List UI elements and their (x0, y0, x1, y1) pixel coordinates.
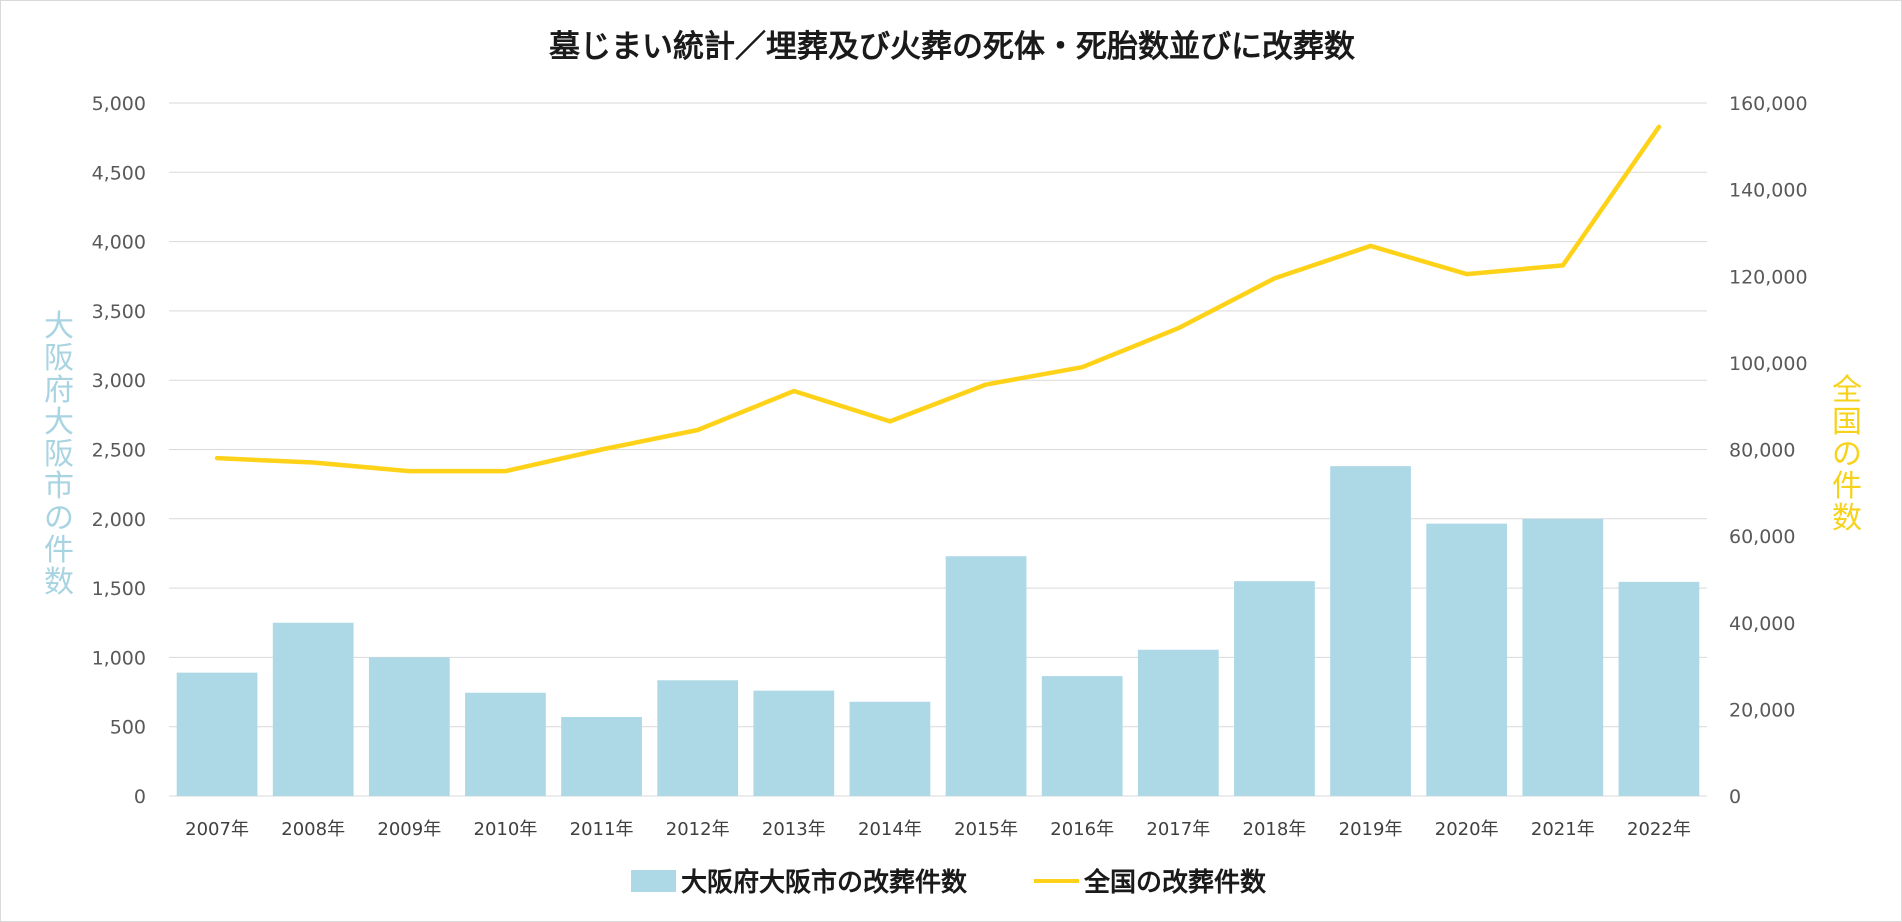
legend: 大阪府大阪市の改葬件数 全国の改葬件数 (631, 867, 1267, 898)
chart-title: 墓じまい統計／埋葬及び火葬の死体・死胎数並びに改葬数 (548, 29, 1355, 65)
right-tick-label: 100,000 (1729, 353, 1808, 375)
left-tick-label: 4,500 (92, 162, 146, 184)
bar (1234, 581, 1315, 796)
x-tick-label: 2017年 (1146, 819, 1210, 840)
x-tick-label: 2011年 (570, 819, 634, 840)
x-tick-label: 2010年 (474, 819, 538, 840)
right-axis-title-char: の (1832, 437, 1862, 472)
line-path (214, 124, 1662, 474)
right-axis-title-char: 数 (1832, 501, 1862, 536)
left-tick-label: 2,000 (92, 509, 146, 531)
left-tick-label: 4,000 (92, 232, 146, 254)
right-tick-label: 160,000 (1729, 93, 1808, 115)
bar (1041, 676, 1123, 796)
bar (368, 657, 450, 796)
legend-bar-swatch (631, 870, 676, 892)
x-tick-label: 2013年 (762, 819, 826, 840)
bar (753, 690, 835, 796)
left-tick-label: 0 (134, 786, 146, 808)
bar (945, 556, 1027, 796)
legend-line-label: 全国の改葬件数 (1083, 867, 1267, 898)
right-tick-label: 120,000 (1729, 266, 1808, 288)
x-tick-label: 2019年 (1339, 819, 1403, 840)
left-axis-title-char: 件 (44, 533, 74, 568)
right-tick-label: 80,000 (1729, 440, 1795, 462)
x-axis-ticks: 2007年 2008年 2009年 2010年 2011年 2012年 2013年 2014年… (185, 819, 1691, 840)
bar (561, 716, 642, 796)
right-axis-title-char: 国 (1832, 405, 1862, 440)
left-tick-label: 500 (110, 717, 146, 739)
right-tick-label: 20,000 (1729, 699, 1795, 721)
bar (1137, 649, 1219, 796)
x-tick-label: 2015年 (954, 819, 1018, 840)
bar (1618, 581, 1700, 796)
legend-bar-label: 大阪府大阪市の改葬件数 (681, 867, 968, 898)
left-axis-title-char: 阪 (44, 341, 74, 376)
left-axis-title-char: 府 (44, 373, 74, 408)
left-axis-title-char: の (44, 501, 74, 536)
left-axis-title-char: 大 (44, 309, 74, 344)
x-tick-label: 2018年 (1243, 819, 1307, 840)
right-tick-label: 140,000 (1729, 180, 1808, 202)
x-tick-label: 2016年 (1050, 819, 1114, 840)
left-tick-label: 5,000 (92, 93, 146, 115)
right-axis-title-char: 件 (1832, 469, 1862, 504)
bar (272, 622, 354, 796)
bar (1522, 518, 1604, 796)
x-tick-label: 2020年 (1435, 819, 1499, 840)
left-axis-ticks: 0 500 1,000 1,500 2,000 2,500 3,000 3,500 4,000 4… (92, 93, 146, 808)
right-tick-label: 0 (1729, 786, 1741, 808)
left-tick-label: 3,500 (92, 301, 146, 323)
left-axis-title-char: 数 (44, 565, 74, 600)
line-series (214, 124, 1662, 474)
bar (465, 692, 546, 796)
bar (657, 680, 739, 796)
left-tick-label: 1,000 (92, 647, 146, 669)
x-tick-label: 2022年 (1627, 819, 1691, 840)
left-axis-title-char: 阪 (44, 437, 74, 472)
left-tick-label: 2,500 (92, 440, 146, 462)
x-tick-label: 2012年 (666, 819, 730, 840)
left-axis-title-char: 大 (44, 405, 74, 440)
right-axis-title-char: 全 (1832, 373, 1862, 408)
x-tick-label: 2021年 (1531, 819, 1595, 840)
bar (1330, 466, 1411, 796)
bar (176, 672, 258, 796)
x-tick-label: 2008年 (281, 819, 345, 840)
right-axis-ticks: 0 20,000 40,000 60,000 80,000 100,000 120,000 1… (1729, 93, 1808, 808)
right-tick-label: 60,000 (1729, 526, 1795, 548)
left-tick-label: 1,500 (92, 578, 146, 600)
bar-series (176, 466, 1700, 796)
x-tick-label: 2009年 (377, 819, 441, 840)
bar (1426, 523, 1508, 796)
left-axis-title-char: 市 (44, 469, 74, 504)
right-tick-label: 40,000 (1729, 613, 1795, 635)
x-tick-label: 2007年 (185, 819, 249, 840)
left-tick-label: 3,000 (92, 370, 146, 392)
bar (849, 701, 931, 796)
x-tick-label: 2014年 (858, 819, 922, 840)
